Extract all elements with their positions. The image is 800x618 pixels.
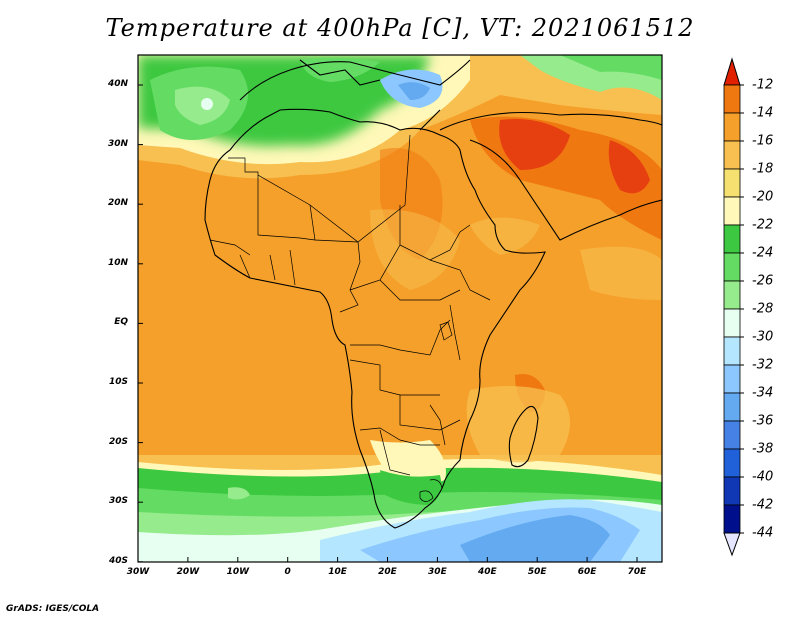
- lat-tick-label: 20S: [108, 436, 128, 447]
- lat-tick-label: 10N: [107, 257, 128, 268]
- coastlines: [204, 59, 662, 529]
- colorbar-box: [723, 84, 741, 114]
- colorbar-level-label: -28: [752, 301, 774, 317]
- colorbar-level-label: -18: [752, 161, 774, 177]
- lon-tick-label: 50E: [527, 567, 547, 577]
- lat-tick-label: 20N: [107, 198, 128, 209]
- colorbar-box: [723, 504, 741, 534]
- colorbar-level-label: -12: [752, 77, 774, 93]
- temperature-field: [138, 55, 662, 562]
- lon-tick-label: 20E: [378, 567, 397, 577]
- colorbar: [723, 57, 744, 557]
- colorbar-box: [723, 308, 741, 338]
- lat-tick-label: 40N: [107, 79, 128, 89]
- lon-tick-label: 0: [284, 567, 291, 577]
- colorbar-level-label: -22: [752, 217, 774, 233]
- colorbar-box: [723, 224, 741, 254]
- colorbar-level-label: -20: [752, 189, 774, 205]
- lon-tick-label: 30W: [126, 567, 150, 577]
- colorbar-box: [723, 336, 741, 366]
- colorbar-level-label: -36: [752, 413, 774, 429]
- axis-ticks: [137, 84, 638, 563]
- colorbar-level-label: -42: [752, 497, 774, 513]
- lon-tick-label: 30E: [428, 567, 447, 577]
- colorbar-level-label: -34: [752, 385, 774, 401]
- grads-credit: GrADS: IGES/COLA: [6, 604, 100, 614]
- lat-tick-label: 10S: [108, 377, 128, 387]
- colorbar-box: [723, 280, 741, 310]
- colorbar-level-label: -44: [752, 525, 774, 541]
- lon-tick-label: 70E: [627, 567, 647, 577]
- colorbar-box: [723, 196, 741, 226]
- colorbar-level-label: -40: [752, 469, 774, 485]
- map-frame: [137, 54, 663, 563]
- colorbar-level-label: -30: [752, 329, 774, 345]
- colorbar-box: [723, 448, 741, 478]
- colorbar-box: [723, 140, 741, 170]
- colorbar-level-label: -38: [752, 441, 774, 457]
- country-borders: [209, 134, 491, 502]
- colorbar-box: [723, 252, 741, 282]
- lat-tick-label: 40S: [108, 555, 128, 566]
- lon-tick-label: 10W: [226, 567, 250, 577]
- lon-tick-label: 60E: [577, 567, 597, 577]
- map-title: Temperature at 400hPa [C], VT: 202106151…: [105, 14, 695, 42]
- lat-tick-label: 30N: [107, 138, 128, 149]
- lon-tick-label: 10E: [328, 567, 347, 577]
- lon-tick-label: 20W: [176, 567, 200, 577]
- colorbar-level-label: -24: [752, 245, 774, 261]
- lat-tick-label: 30S: [108, 496, 128, 507]
- colorbar-box: [723, 392, 741, 422]
- colorbar-top-arrow: [723, 57, 741, 86]
- colorbar-box: [723, 168, 741, 198]
- lat-tick-label: EQ: [114, 317, 128, 328]
- colorbar-level-label: -14: [752, 105, 774, 121]
- colorbar-level-label: -16: [752, 133, 774, 149]
- colorbar-bottom-arrow: [723, 532, 741, 557]
- colorbar-box: [723, 420, 741, 450]
- colorbar-level-label: -32: [752, 357, 774, 373]
- lon-tick-label: 40E: [477, 567, 497, 577]
- colorbar-box: [723, 476, 741, 506]
- colorbar-box: [723, 112, 741, 142]
- colorbar-level-label: -26: [752, 273, 774, 289]
- colorbar-box: [723, 364, 741, 394]
